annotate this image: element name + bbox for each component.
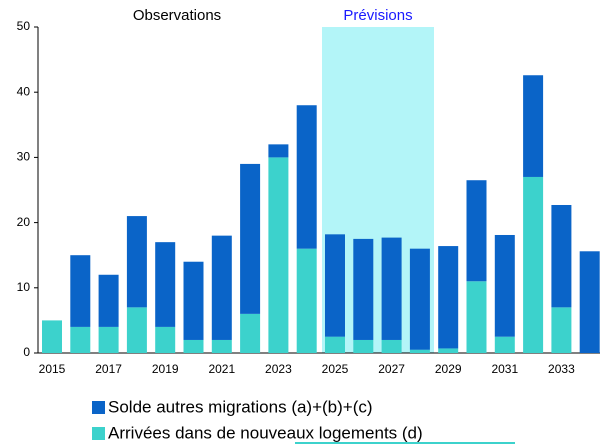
bar <box>296 105 317 249</box>
x-tick-label: 2017 <box>95 362 122 376</box>
bar <box>466 180 487 282</box>
bar <box>381 237 402 340</box>
legend-swatch <box>92 401 105 414</box>
bar <box>296 248 317 353</box>
bar <box>381 339 402 353</box>
bar <box>523 176 544 353</box>
bar <box>70 326 91 353</box>
bar <box>523 75 544 177</box>
y-tick-label: 40 <box>17 84 31 98</box>
bar <box>211 339 232 353</box>
bar <box>126 307 147 353</box>
bar <box>268 144 289 158</box>
bar <box>211 235 232 340</box>
y-tick-label: 30 <box>17 150 31 164</box>
bar <box>155 242 176 327</box>
x-tick-label: 2021 <box>208 362 235 376</box>
bar <box>240 163 261 314</box>
x-tick-label: 2023 <box>265 362 292 376</box>
bar <box>98 326 119 353</box>
y-tick-label: 50 <box>17 19 31 33</box>
bar <box>70 255 91 327</box>
legend-swatch <box>92 427 105 440</box>
annotation: Observations <box>133 7 221 24</box>
bar <box>438 348 459 353</box>
bar <box>240 313 261 353</box>
bar <box>551 307 572 353</box>
legend-label: Solde autres migrations (a)+(b)+(c) <box>108 397 373 416</box>
x-tick-label: 2015 <box>39 362 66 376</box>
y-tick-label: 0 <box>23 345 30 359</box>
bar <box>126 216 147 308</box>
bar <box>353 339 374 353</box>
bar <box>409 248 430 350</box>
x-tick-label: 2031 <box>491 362 518 376</box>
x-tick-label: 2027 <box>378 362 405 376</box>
bar <box>325 234 345 337</box>
bar <box>42 320 62 353</box>
legend-label: Arrivées dans de nouveaux logements (d) <box>108 423 423 442</box>
bar <box>466 281 487 353</box>
bar <box>353 238 374 340</box>
x-tick-label: 2029 <box>435 362 462 376</box>
bar <box>183 339 204 353</box>
y-tick-label: 20 <box>17 215 31 229</box>
y-tick-label: 10 <box>17 280 31 294</box>
bar <box>551 204 572 308</box>
x-tick-label: 2025 <box>322 362 349 376</box>
bar <box>494 336 515 353</box>
bar <box>409 349 430 353</box>
x-tick-label: 2033 <box>548 362 575 376</box>
bar <box>268 157 289 353</box>
x-tick-label: 2019 <box>152 362 179 376</box>
bar <box>438 246 459 349</box>
bar <box>494 234 515 337</box>
bar <box>155 326 176 353</box>
bar <box>98 274 119 327</box>
bar <box>183 261 204 340</box>
bar <box>325 336 345 353</box>
bar <box>579 251 600 353</box>
annotation: Prévisions <box>343 7 412 24</box>
